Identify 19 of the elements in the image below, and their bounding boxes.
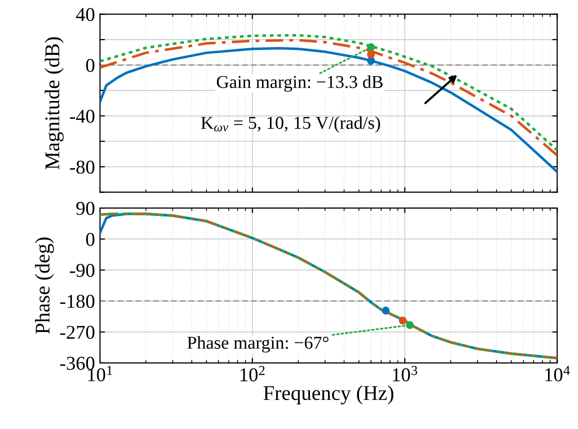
y-tick-label: -360 [60,356,94,370]
y-axis-title: Magnitude (dB) [44,37,64,170]
annotation: K$_{ωv}$ = 5, 10, 15 V/(rad/s) [201,116,380,133]
annotation: Gain margin: −13.3 dB [216,75,383,92]
y-tick-label: 40 [76,8,94,22]
x-tick-label: 10$^{2}$ [240,366,265,382]
x-tick-label: 10$^{3}$ [392,366,418,382]
x-tick-label: 10$^{4}$ [545,366,570,382]
y-tick-label: 0 [86,232,94,246]
y-axis-title: Phase (deg) [34,238,54,334]
y-tick-label: -90 [70,264,94,277]
y-tick-label: 90 [76,202,94,216]
annotation: Phase margin: −67° [187,336,328,353]
x-axis-title: Frequency (Hz) [264,385,394,404]
y-tick-label: -40 [70,110,94,123]
y-tick-label: -270 [60,326,94,339]
y-tick-label: -180 [60,294,94,308]
y-tick-label: 0 [86,58,94,72]
y-tick-label: -80 [70,160,94,174]
